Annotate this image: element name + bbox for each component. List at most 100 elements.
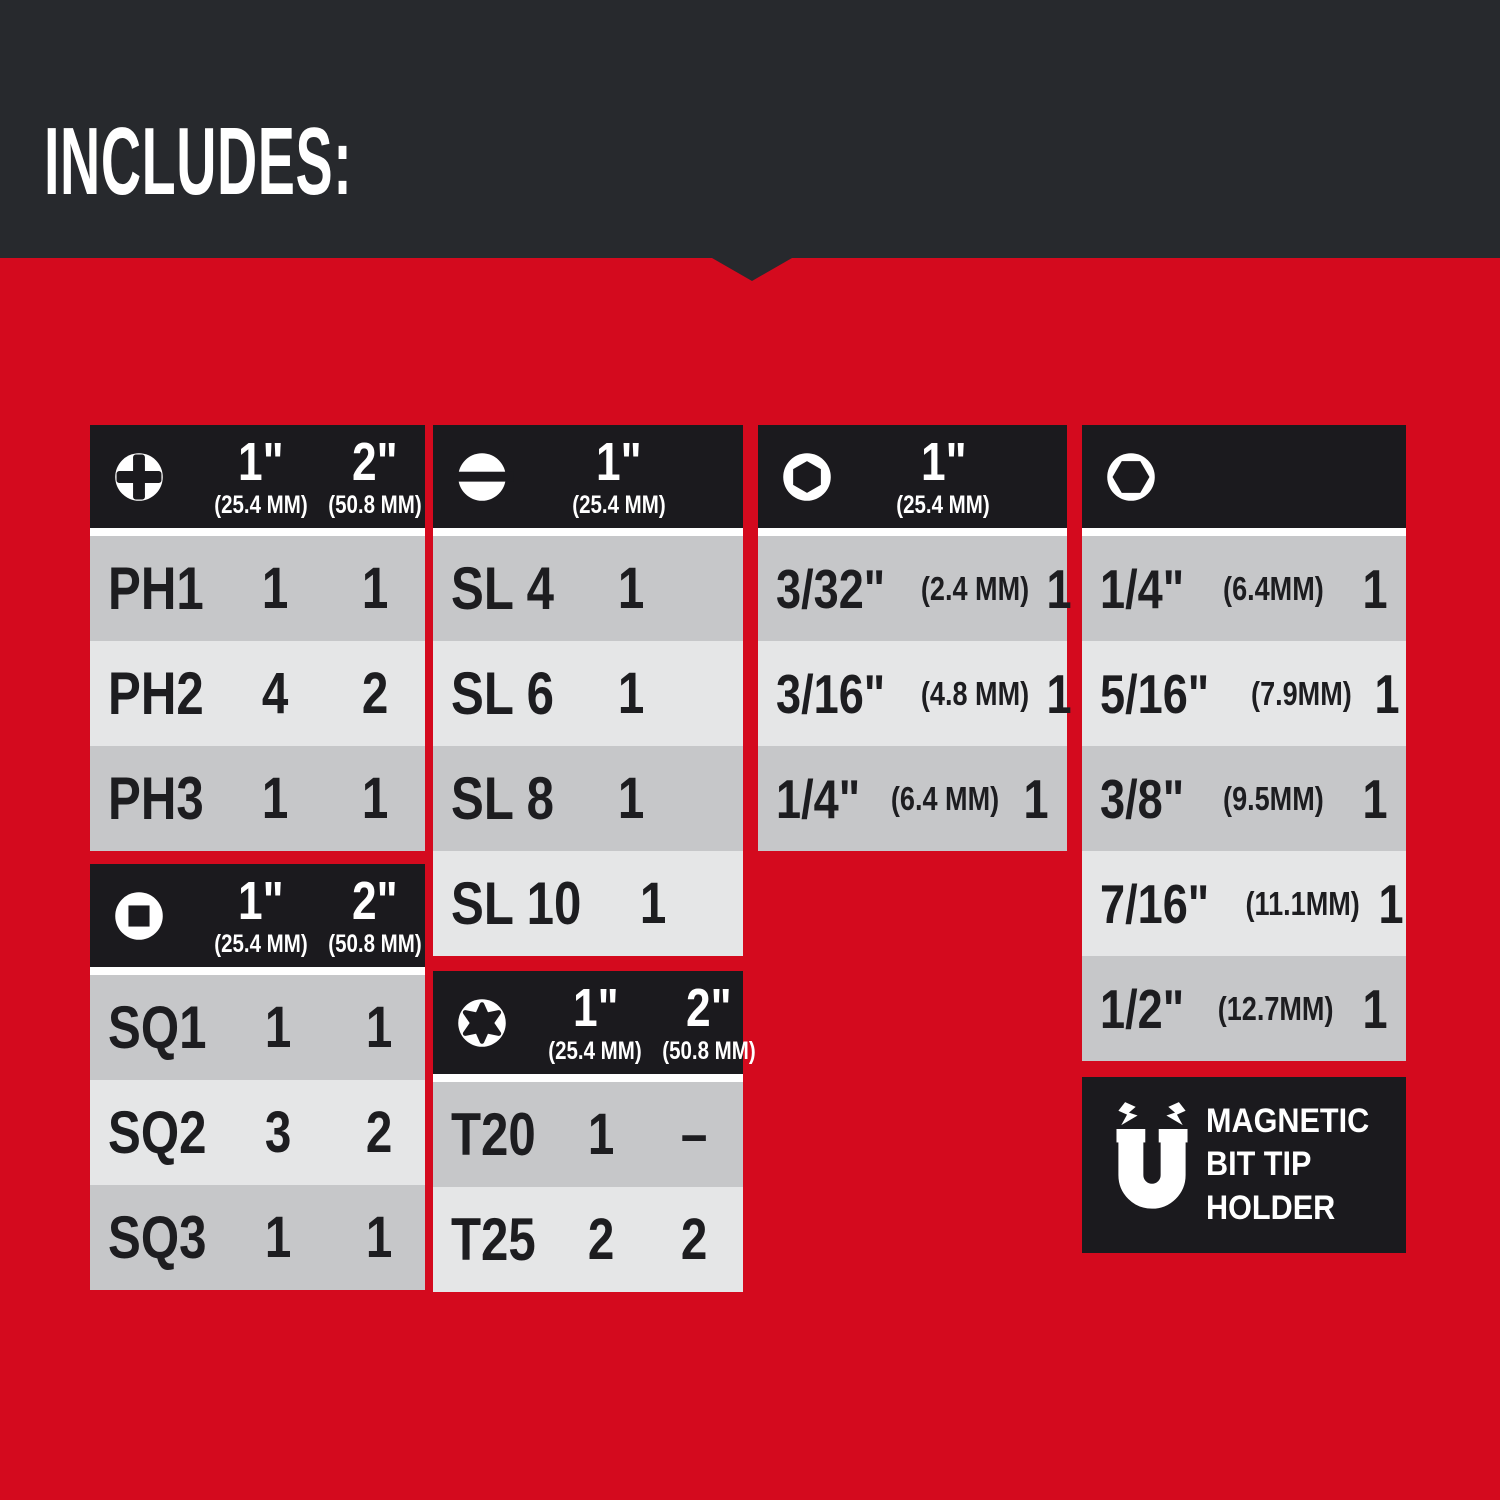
qty: 1 bbox=[1362, 557, 1388, 620]
qty-1in: 1 bbox=[265, 1205, 292, 1270]
table-row: SL 4 1 bbox=[433, 536, 743, 641]
row-label: 3/8" bbox=[1100, 767, 1185, 830]
qty-2in: – bbox=[680, 1102, 708, 1167]
column-header: 2" (50.8 MM) bbox=[328, 871, 422, 958]
qty: 1 bbox=[1362, 767, 1388, 830]
table-row: 1/4" (6.4MM) 1 bbox=[1082, 536, 1406, 641]
table-row: PH2 4 2 bbox=[90, 641, 425, 746]
column-header: 2" (50.8 MM) bbox=[328, 432, 422, 519]
nut-setter-table: 1/4" (6.4MM) 1 5/16" (7.9MM) 1 3/8" (9.5… bbox=[1082, 425, 1406, 1061]
qty-1in: 4 bbox=[261, 661, 289, 726]
qty-2in: 1 bbox=[365, 1205, 393, 1270]
banner-notch bbox=[712, 258, 792, 281]
qty-1in: 1 bbox=[618, 766, 645, 831]
torx-bit-icon bbox=[433, 990, 538, 1056]
table-row: SQ1 1 1 bbox=[90, 975, 425, 1080]
row-label: T20 bbox=[451, 1101, 536, 1168]
row-label: PH3 bbox=[108, 765, 204, 832]
qty-2in: 2 bbox=[362, 661, 389, 726]
table-row: 1/2" (12.7MM) 1 bbox=[1082, 956, 1406, 1061]
phillips-bit-icon bbox=[90, 444, 204, 510]
table-row: 3/32" (2.4 MM) 1 bbox=[758, 536, 1072, 641]
qty-1in: 2 bbox=[587, 1207, 615, 1272]
table-row: T25 2 2 bbox=[433, 1187, 743, 1292]
column-header: 1" (25.4 MM) bbox=[896, 432, 991, 519]
row-label: 1/4" bbox=[776, 767, 861, 830]
qty-1in: 1 bbox=[261, 766, 289, 831]
magnet-callout-line: HOLDER bbox=[1206, 1188, 1336, 1227]
qty-1in: 1 bbox=[640, 871, 667, 936]
row-label: SL 4 bbox=[451, 555, 555, 622]
slotted-table-body: SL 4 1 SL 6 1 SL 8 1 SL 10 1 bbox=[433, 528, 743, 956]
qty-1in: 1 bbox=[265, 995, 292, 1060]
nut-setter-table-body: 1/4" (6.4MM) 1 5/16" (7.9MM) 1 3/8" (9.5… bbox=[1082, 528, 1406, 1061]
page-title: INCLUDES: bbox=[44, 108, 353, 216]
magnet-callout-text: MAGNETIC BIT TIP HOLDER bbox=[1206, 1100, 1387, 1231]
torx-table-header: 1" (25.4 MM) 2" (50.8 MM) bbox=[433, 971, 756, 1074]
table-row: T20 1 – bbox=[433, 1082, 743, 1187]
phillips-table-body: PH1 1 1 PH2 4 2 PH3 1 1 bbox=[90, 528, 425, 851]
qty: 1 bbox=[1362, 977, 1388, 1040]
hex-socket-icon bbox=[1082, 444, 1406, 510]
qty-1in: 1 bbox=[587, 1102, 615, 1167]
row-label: SQ1 bbox=[108, 994, 207, 1061]
torx-table: 1" (25.4 MM) 2" (50.8 MM) T20 1 – T25 2 … bbox=[433, 971, 756, 1292]
square-table-header: 1" (25.4 MM) 2" (50.8 MM) bbox=[90, 864, 425, 967]
square-bit-icon bbox=[90, 883, 204, 949]
table-row: SQ3 1 1 bbox=[90, 1185, 425, 1290]
table-row: 3/16" (4.8 MM) 1 bbox=[758, 641, 1072, 746]
torx-table-body: T20 1 – T25 2 2 bbox=[433, 1074, 743, 1292]
hex-table-header: 1" (25.4 MM) bbox=[758, 425, 1067, 528]
row-label: SQ3 bbox=[108, 1204, 207, 1271]
row-label: T25 bbox=[451, 1206, 536, 1273]
table-row: SL 10 1 bbox=[433, 851, 743, 956]
row-metric: (7.9MM) bbox=[1250, 674, 1352, 712]
qty-1in: 1 bbox=[1023, 767, 1049, 830]
row-label: PH1 bbox=[108, 555, 204, 622]
qty-2in: 1 bbox=[362, 766, 389, 831]
slotted-table-header: 1" (25.4 MM) bbox=[433, 425, 743, 528]
square-table-body: SQ1 1 1 SQ2 3 2 SQ3 1 1 bbox=[90, 967, 425, 1290]
table-row: PH1 1 1 bbox=[90, 536, 425, 641]
qty-1in: 1 bbox=[1046, 662, 1072, 725]
row-label: SL 6 bbox=[451, 660, 555, 727]
row-metric: (4.8 MM) bbox=[921, 674, 1030, 712]
row-label: SL 10 bbox=[451, 870, 582, 937]
qty-2in: 2 bbox=[680, 1207, 708, 1272]
column-header: 1" (25.4 MM) bbox=[214, 432, 308, 519]
magnet-icon bbox=[1104, 1100, 1206, 1230]
qty-2in: 1 bbox=[365, 995, 393, 1060]
table-row: SL 6 1 bbox=[433, 641, 743, 746]
hex-bit-icon bbox=[758, 444, 863, 510]
column-header: 2" (50.8 MM) bbox=[662, 978, 756, 1065]
row-metric: (6.4 MM) bbox=[890, 779, 999, 817]
magnet-callout-line: BIT TIP bbox=[1206, 1145, 1312, 1184]
phillips-table: 1" (25.4 MM) 2" (50.8 MM) PH1 1 1 PH2 4 … bbox=[90, 425, 425, 851]
square-table: 1" (25.4 MM) 2" (50.8 MM) SQ1 1 1 SQ2 3 … bbox=[90, 864, 425, 1290]
slotted-table: 1" (25.4 MM) SL 4 1 SL 6 1 SL 8 1 SL 10 … bbox=[433, 425, 743, 956]
magnetic-bit-tip-holder-callout: MAGNETIC BIT TIP HOLDER bbox=[1082, 1077, 1406, 1253]
row-label: 3/16" bbox=[776, 662, 886, 725]
nut-setter-table-header bbox=[1082, 425, 1406, 528]
row-label: 5/16" bbox=[1100, 662, 1210, 725]
qty-1in: 1 bbox=[1046, 557, 1072, 620]
top-banner bbox=[0, 0, 1500, 258]
column-header: 1" (25.4 MM) bbox=[548, 978, 643, 1065]
hex-table: 1" (25.4 MM) 3/32" (2.4 MM) 1 3/16" (4.8… bbox=[758, 425, 1072, 851]
row-label: 1/2" bbox=[1100, 977, 1185, 1040]
qty-1in: 1 bbox=[618, 556, 645, 621]
row-metric: (9.5MM) bbox=[1222, 779, 1324, 817]
row-metric: (2.4 MM) bbox=[921, 569, 1030, 607]
row-metric: (12.7MM) bbox=[1217, 989, 1334, 1027]
magnet-callout-line: MAGNETIC bbox=[1206, 1101, 1370, 1140]
qty-1in: 1 bbox=[618, 661, 645, 726]
row-label: SL 8 bbox=[451, 765, 555, 832]
row-label: 7/16" bbox=[1100, 872, 1210, 935]
table-row: SL 8 1 bbox=[433, 746, 743, 851]
row-label: 1/4" bbox=[1100, 557, 1185, 620]
qty-1in: 1 bbox=[261, 556, 289, 621]
column-header: 1" (25.4 MM) bbox=[572, 432, 666, 519]
row-metric: (6.4MM) bbox=[1222, 569, 1324, 607]
row-label: PH2 bbox=[108, 660, 204, 727]
row-label: SQ2 bbox=[108, 1099, 207, 1166]
